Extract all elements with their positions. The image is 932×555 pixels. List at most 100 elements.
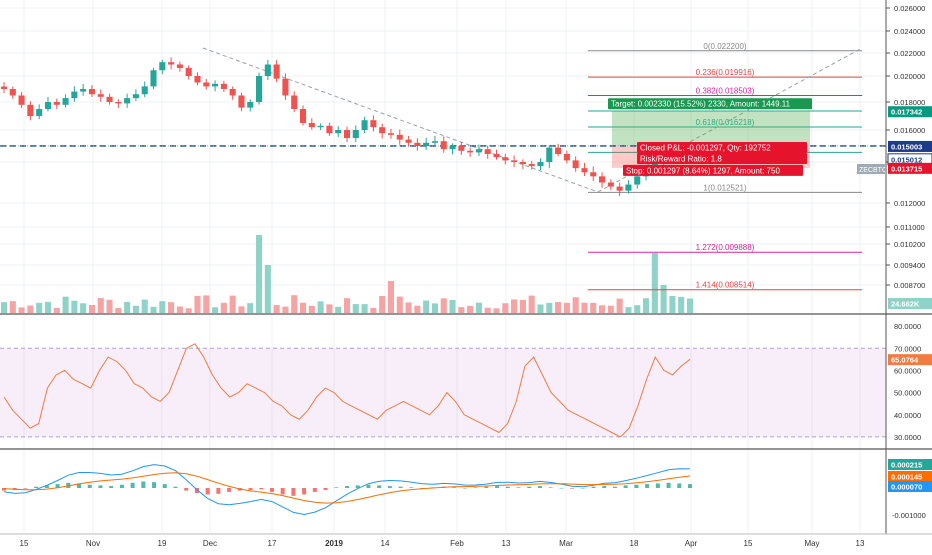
candle-body — [502, 157, 509, 161]
macd-hist-bar — [184, 488, 189, 491]
price-label-0: 0.017342 — [891, 108, 922, 117]
price-tick-label-8: 0.011000 — [894, 223, 925, 232]
volume-bar — [537, 304, 544, 313]
time-tick-label-8: 13 — [502, 539, 511, 548]
time-tick-label-13: May — [804, 539, 819, 548]
candle-body — [53, 102, 60, 105]
time-tick-label-0: 15 — [20, 539, 29, 548]
candle-body — [238, 95, 245, 108]
candle-body — [317, 125, 324, 128]
time-tick-label-3: Dec — [203, 539, 217, 548]
volume-bar — [124, 302, 131, 313]
volume-bar — [625, 307, 632, 313]
volume-bar — [634, 305, 641, 313]
time-tick-label-7: Feb — [450, 539, 464, 548]
macd-hist-bar — [227, 488, 232, 492]
volume-bar — [343, 298, 351, 313]
macd-hist-bar — [323, 488, 328, 490]
closed-pnl-label-bg — [637, 141, 807, 153]
macd-hist-bar — [162, 484, 167, 488]
macd-hist-bar — [248, 488, 253, 490]
candle-body — [62, 98, 69, 105]
candle-body — [387, 133, 395, 135]
macd-hist-bar — [194, 488, 199, 494]
volume-bar — [396, 296, 403, 313]
macd-hist-bar — [216, 488, 221, 494]
volume-bar — [423, 300, 430, 313]
candle-body — [185, 67, 192, 76]
volume-bar — [159, 301, 166, 313]
candle-body — [273, 64, 280, 79]
volume-bar — [71, 300, 78, 313]
candle-body — [168, 62, 175, 65]
time-tick-label-5: 2019 — [325, 539, 343, 548]
volume-bar — [458, 307, 465, 313]
volume-label: 24.662K — [891, 300, 920, 309]
price-tick-label-4: 0.018000 — [894, 98, 925, 107]
macd-hist-bar — [484, 486, 489, 488]
candle-body — [563, 154, 570, 161]
rsi-value-label: 65.0764 — [891, 356, 919, 365]
target-label-bg — [608, 98, 812, 110]
macd-hist-bar — [152, 482, 157, 488]
macd-hist-bar — [570, 488, 575, 489]
candle-body — [546, 147, 553, 162]
position-target-zone — [612, 111, 810, 146]
macd-hist-bar — [355, 485, 360, 488]
volume-bar — [62, 296, 69, 313]
volume-bar — [511, 299, 518, 313]
fib-label-1: 1(0.012521) — [703, 183, 746, 192]
volume-bar — [308, 305, 315, 313]
macd-hist-bar — [205, 488, 210, 495]
volume-bar — [203, 295, 210, 313]
macd-hist-bar — [452, 487, 457, 488]
candle-body — [308, 123, 315, 128]
macd-hist-bar — [473, 487, 478, 488]
macd-hist-bar — [527, 486, 532, 488]
price-tick-label-3: 0.020000 — [894, 72, 925, 81]
volume-bar — [387, 281, 395, 313]
candle-body — [124, 98, 131, 104]
candle-body — [370, 120, 377, 128]
volume-bar — [449, 299, 456, 313]
macd-hist-bar — [634, 484, 639, 488]
candle-body — [132, 94, 139, 99]
volume-bar — [669, 296, 676, 313]
price-pane[interactable]: 0(0.022200) 0.236(0.019916) 0.382(0.018503… — [0, 42, 887, 313]
candle-body — [458, 146, 465, 151]
candle-body — [176, 64, 183, 68]
volume-bar — [599, 305, 606, 313]
candle-body — [71, 91, 78, 99]
volume-bar — [519, 299, 526, 313]
macd-pane[interactable] — [2, 464, 692, 516]
volume-bar — [326, 304, 333, 313]
volume-bar — [616, 298, 623, 313]
candle-body — [150, 70, 157, 87]
volume-bar — [88, 305, 95, 313]
macd-hist-bar — [2, 488, 6, 491]
rsi-pane[interactable] — [0, 343, 886, 438]
volume-bar — [264, 265, 271, 313]
candle-body — [484, 149, 491, 154]
closed-pnl-label: Closed P&L: -0.001297, Qty: 192752 — [640, 143, 771, 152]
rsi-value-bg — [888, 354, 932, 366]
price-label-bg-0 — [888, 106, 932, 118]
volume-bar — [299, 302, 307, 313]
macd-hist-bar — [537, 486, 542, 488]
fib-label-0: 0(0.022200) — [703, 42, 746, 51]
candle-body — [335, 130, 342, 134]
candle-body — [80, 89, 87, 92]
macd-hist-bar — [387, 486, 392, 488]
volume-bar — [256, 235, 263, 313]
macd-hist-bar — [87, 484, 92, 488]
volume-bar — [247, 303, 254, 313]
volume-bar — [590, 302, 597, 313]
volume-bar — [115, 307, 122, 313]
volume-bar — [440, 298, 447, 313]
macd-hist-bar — [312, 488, 317, 492]
macd-label-bg-2 — [888, 481, 932, 492]
fib-label-0.382: 0.382(0.018503) — [696, 86, 755, 95]
price-label-bg-3 — [888, 162, 932, 174]
